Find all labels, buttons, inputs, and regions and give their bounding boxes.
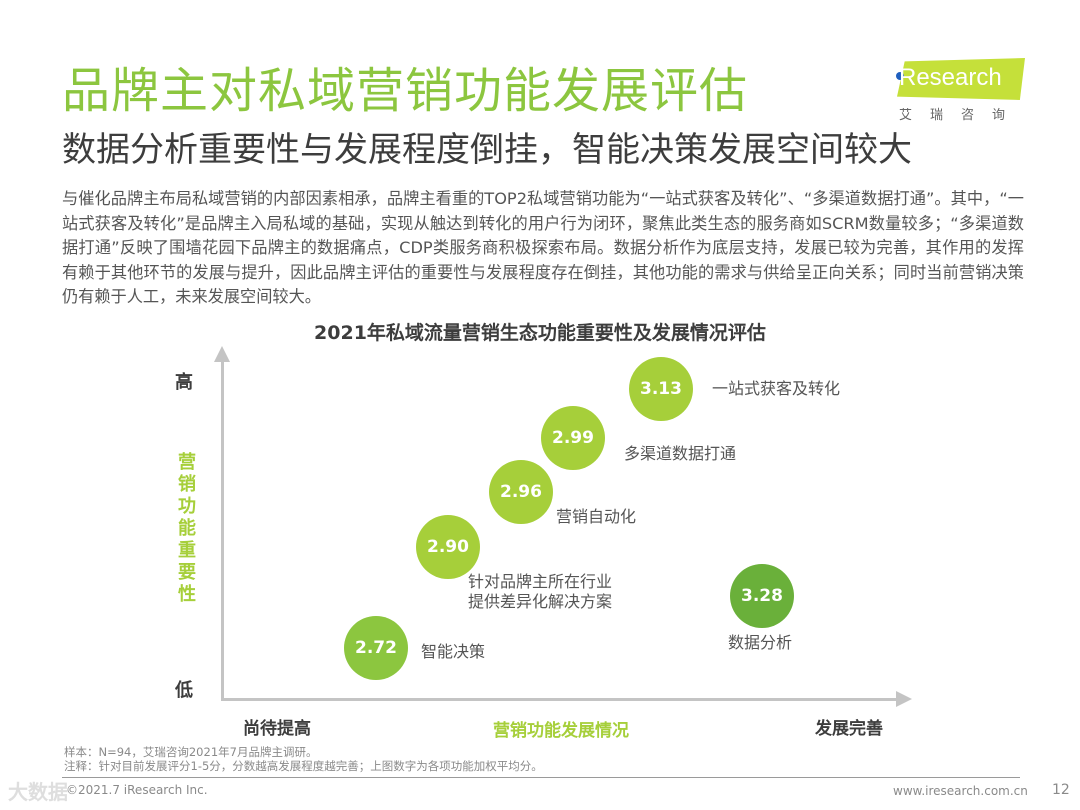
watermark: 大数据 bbox=[8, 780, 68, 804]
page-number: 12 bbox=[1052, 782, 1070, 798]
y-axis-label: 营销功能重要性 bbox=[178, 452, 196, 605]
y-tick-high: 高 bbox=[175, 372, 193, 393]
iresearch-logo: Research 艾瑞咨询 bbox=[893, 58, 1033, 128]
bubble-marketing-automation: 2.96 bbox=[489, 460, 553, 524]
bubble-label: 智能决策 bbox=[421, 642, 486, 661]
y-axis bbox=[221, 358, 224, 700]
logo-dot-icon bbox=[896, 72, 904, 80]
bubble-label: 数据分析 bbox=[728, 633, 793, 652]
bubble-data-analysis: 3.28 bbox=[730, 564, 794, 628]
bubble-smart-decision: 2.72 bbox=[344, 616, 408, 680]
bubble-label-line1: 针对品牌主所在行业 bbox=[468, 572, 613, 591]
body-paragraph: 与催化品牌主布局私域营销的内部因素相承，品牌主看重的TOP2私域营销功能为“一站… bbox=[62, 189, 1024, 307]
chart-title: 2021年私域流量营销生态功能重要性及发展情况评估 bbox=[314, 322, 766, 344]
sample-note: 样本：N=94，艾瑞咨询2021年7月品牌主调研。 bbox=[64, 745, 318, 759]
bubble-label: 多渠道数据打通 bbox=[624, 444, 737, 463]
x-axis-arrow-icon bbox=[896, 691, 912, 707]
page-subtitle: 数据分析重要性与发展程度倒挂，智能决策发展空间较大 bbox=[62, 130, 912, 170]
x-axis bbox=[221, 698, 901, 701]
x-tick-right: 发展完善 bbox=[815, 719, 883, 739]
logo-cn: 艾瑞咨询 bbox=[899, 108, 1024, 123]
page-title: 品牌主对私域营销功能发展评估 bbox=[62, 63, 749, 119]
y-axis-arrow-icon bbox=[214, 346, 230, 362]
y-tick-low: 低 bbox=[175, 680, 193, 701]
bubble-label-line2: 提供差异化解决方案 bbox=[468, 592, 613, 611]
bubble-multichannel-data: 2.99 bbox=[541, 406, 605, 470]
logo-badge bbox=[897, 58, 1025, 100]
bubble-industry-solutions: 2.90 bbox=[416, 515, 480, 579]
bubble-label: 一站式获客及转化 bbox=[712, 379, 841, 398]
x-axis-label: 营销功能发展情况 bbox=[493, 721, 629, 741]
copyright: ©2021.7 iResearch Inc. bbox=[66, 783, 208, 797]
x-tick-left: 尚待提高 bbox=[243, 719, 311, 739]
footer-divider bbox=[62, 777, 1020, 778]
footer-url[interactable]: www.iresearch.com.cn bbox=[893, 784, 1028, 798]
bubble-one-stop-acquisition: 3.13 bbox=[629, 357, 693, 421]
bubble-label: 营销自动化 bbox=[556, 507, 637, 526]
annotation-note: 注释：针对目前发展评分1-5分，分数越高发展程度越完善；上图数字为各项功能加权平… bbox=[64, 759, 543, 773]
logo-text: Research bbox=[899, 64, 1002, 91]
